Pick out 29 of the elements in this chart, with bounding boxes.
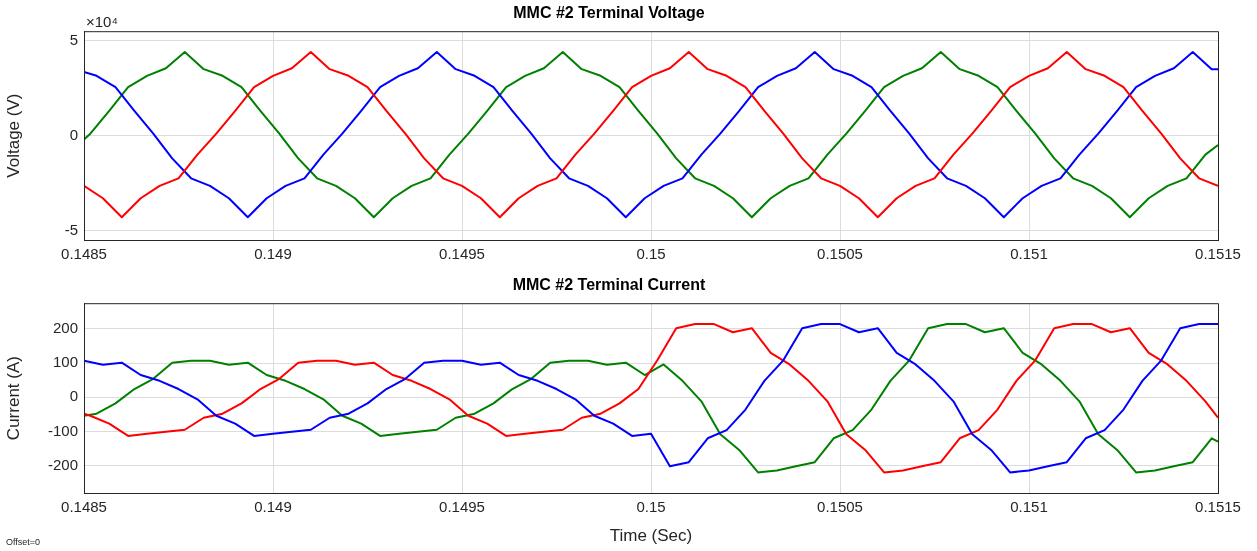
- y-tick-label: 0: [69, 387, 78, 405]
- y-axis-title: Current (A): [3, 356, 23, 441]
- y-tick-label: -200: [47, 455, 78, 473]
- x-tick-label: 0.151: [1010, 498, 1048, 516]
- x-tick-label: 0.1485: [61, 498, 107, 516]
- text: Offset=0: [6, 536, 41, 547]
- y-tick-label: 0: [69, 125, 78, 143]
- y-tick-label: 200: [52, 318, 78, 336]
- y-axis-title: Voltage (V): [3, 93, 23, 178]
- x-tick-label: 0.1485: [61, 245, 107, 263]
- chart-title: MMC #2 Terminal Voltage: [513, 4, 705, 22]
- x-tick-label: 0.1505: [817, 498, 863, 516]
- x-tick-label: 0.15: [636, 245, 666, 263]
- x-tick-label: 0.149: [254, 498, 292, 516]
- y-tick-label: 100: [52, 353, 78, 371]
- chart-title: MMC #2 Terminal Current: [512, 276, 706, 294]
- y-tick-label: -5: [64, 220, 78, 238]
- y-tick-label: -100: [47, 421, 78, 439]
- y-tick-label: 5: [69, 30, 78, 48]
- x-tick-label: 0.15: [636, 498, 666, 516]
- x-tick-label: 0.1505: [817, 245, 863, 263]
- x-axis-title: Time (Sec): [609, 526, 693, 546]
- x-tick-label: 0.1495: [439, 245, 485, 263]
- x-tick-label: 0.149: [254, 245, 292, 263]
- x-tick-label: 0.1515: [1195, 498, 1241, 516]
- x-tick-label: 0.1515: [1195, 245, 1241, 263]
- x-tick-label: 0.151: [1010, 245, 1048, 263]
- x-tick-label: 0.1495: [439, 498, 485, 516]
- text: ×10⁴: [86, 12, 118, 30]
